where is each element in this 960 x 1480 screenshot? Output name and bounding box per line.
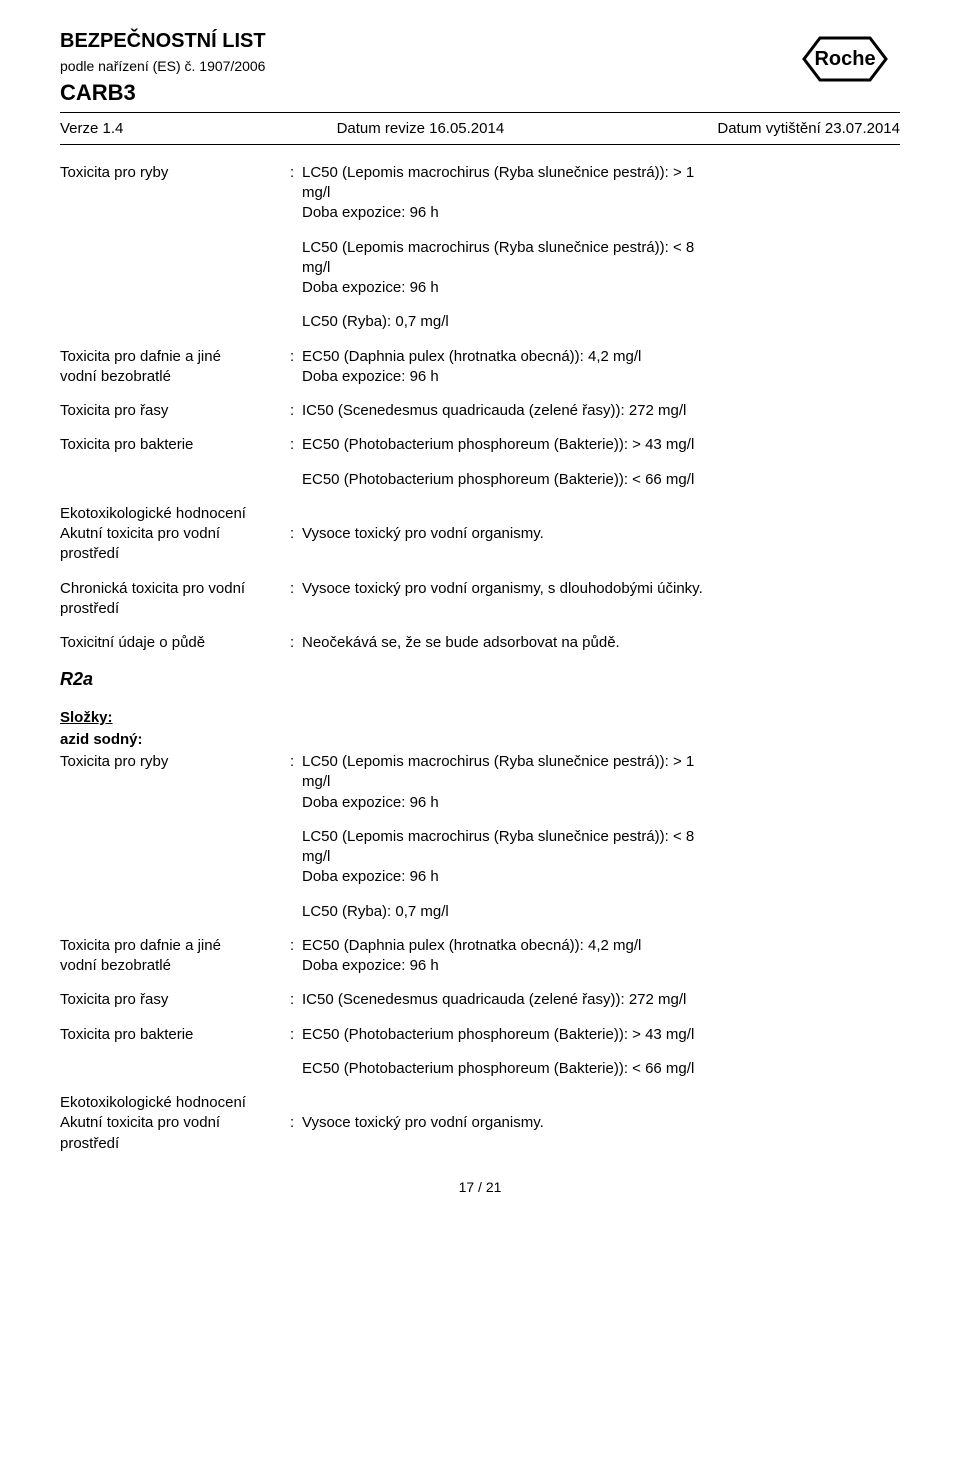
- document-header: BEZPEČNOSTNÍ LIST podle nařízení (ES) č.…: [60, 28, 900, 113]
- acute-toxicity-row: Ekotoxikologické hodnocení Akutní toxici…: [60, 504, 900, 565]
- soil-toxicity-value: Neočekává se, že se bude adsorbovat na p…: [302, 633, 900, 653]
- colon: :: [290, 752, 302, 813]
- bacteria-toxicity-value-2: EC50 (Photobacterium phosphoreum (Bakter…: [302, 470, 900, 490]
- algae-toxicity-value: IC50 (Scenedesmus quadricauda (zelené řa…: [302, 401, 900, 421]
- colon: :: [290, 1025, 302, 1045]
- fish-toxicity-label: Toxicita pro ryby: [60, 163, 290, 224]
- daphnia-toxicity-label-2: Toxicita pro dafnie a jiné vodní bezobra…: [60, 936, 290, 977]
- meta-revision: Datum revize 16.05.2014: [337, 119, 505, 139]
- component-name: azid sodný:: [60, 730, 900, 750]
- algae-toxicity-row-2: Toxicita pro řasy : IC50 (Scenedesmus qu…: [60, 990, 900, 1010]
- colon: :: [290, 524, 302, 544]
- algae-toxicity-value-2: IC50 (Scenedesmus quadricauda (zelené řa…: [302, 990, 900, 1010]
- meta-printed: Datum vytištění 23.07.2014: [717, 119, 900, 139]
- fish-toxicity-value-3b: LC50 (Ryba): 0,7 mg/l: [302, 902, 900, 922]
- chronic-toxicity-row: Chronická toxicita pro vodní prostředí :…: [60, 579, 900, 620]
- bacteria-toxicity-value-2b: EC50 (Photobacterium phosphoreum (Bakter…: [302, 1059, 900, 1079]
- meta-version: Verze 1.4: [60, 119, 123, 139]
- soil-toxicity-label: Toxicitní údaje o půdě: [60, 633, 290, 653]
- colon: :: [290, 633, 302, 653]
- daphnia-toxicity-value-2: EC50 (Daphnia pulex (hrotnatka obecná)):…: [302, 936, 900, 977]
- bacteria-toxicity-label: Toxicita pro bakterie: [60, 435, 290, 455]
- meta-row: Verze 1.4 Datum revize 16.05.2014 Datum …: [60, 119, 900, 145]
- title-block: BEZPEČNOSTNÍ LIST podle nařízení (ES) č.…: [60, 28, 900, 108]
- acute-toxicity-value: Vysoce toxický pro vodní organismy.: [302, 524, 900, 544]
- algae-toxicity-row: Toxicita pro řasy : IC50 (Scenedesmus qu…: [60, 401, 900, 421]
- roche-logo-icon: Roche: [790, 32, 900, 86]
- roche-logo: Roche: [790, 32, 900, 92]
- fish-toxicity-value-2b: LC50 (Lepomis macrochirus (Ryba slunečni…: [302, 827, 900, 888]
- daphnia-toxicity-value: EC50 (Daphnia pulex (hrotnatka obecná)):…: [302, 347, 900, 388]
- bacteria-toxicity-value-1: EC50 (Photobacterium phosphoreum (Bakter…: [302, 435, 900, 455]
- colon: :: [290, 401, 302, 421]
- soil-toxicity-row: Toxicitní údaje o půdě : Neočekává se, ž…: [60, 633, 900, 653]
- doc-title: BEZPEČNOSTNÍ LIST: [60, 28, 900, 55]
- colon: :: [290, 990, 302, 1010]
- algae-toxicity-label: Toxicita pro řasy: [60, 401, 290, 421]
- fish-toxicity-value-1b: LC50 (Lepomis macrochirus (Ryba slunečni…: [302, 752, 900, 813]
- colon: :: [290, 579, 302, 620]
- fish-toxicity-row-2: Toxicita pro ryby : LC50 (Lepomis macroc…: [60, 752, 900, 813]
- colon: :: [290, 163, 302, 224]
- fish-toxicity-value-3: LC50 (Ryba): 0,7 mg/l: [302, 312, 900, 332]
- colon: :: [290, 347, 302, 388]
- ecotox-heading: Ekotoxikologické hodnocení: [60, 504, 280, 524]
- doc-subtitle: podle nařízení (ES) č. 1907/2006: [60, 57, 900, 76]
- daphnia-toxicity-row-2: Toxicita pro dafnie a jiné vodní bezobra…: [60, 936, 900, 977]
- acute-toxicity-label-2: Ekotoxikologické hodnocení Akutní toxici…: [60, 1093, 290, 1154]
- doc-code: CARB3: [60, 78, 900, 108]
- content: Toxicita pro ryby : LC50 (Lepomis macroc…: [60, 163, 900, 1154]
- acute-toxicity-row-2: Ekotoxikologické hodnocení Akutní toxici…: [60, 1093, 900, 1154]
- bacteria-toxicity-value-1b: EC50 (Photobacterium phosphoreum (Bakter…: [302, 1025, 900, 1045]
- chronic-toxicity-label: Chronická toxicita pro vodní prostředí: [60, 579, 290, 620]
- acute-toxicity-value-2: Vysoce toxický pro vodní organismy.: [302, 1113, 900, 1133]
- daphnia-toxicity-label: Toxicita pro dafnie a jiné vodní bezobra…: [60, 347, 290, 388]
- fish-toxicity-value-1: LC50 (Lepomis macrochirus (Ryba slunečni…: [302, 163, 900, 224]
- acute-toxicity-label: Ekotoxikologické hodnocení Akutní toxici…: [60, 504, 290, 565]
- bacteria-toxicity-row: Toxicita pro bakterie : EC50 (Photobacte…: [60, 435, 900, 455]
- chronic-toxicity-value: Vysoce toxický pro vodní organismy, s dl…: [302, 579, 900, 620]
- page-footer: 17 / 21: [60, 1178, 900, 1197]
- fish-toxicity-row: Toxicita pro ryby : LC50 (Lepomis macroc…: [60, 163, 900, 224]
- section-r2a: R2a: [60, 667, 900, 691]
- bacteria-toxicity-label-2: Toxicita pro bakterie: [60, 1025, 290, 1045]
- colon: :: [290, 435, 302, 455]
- colon: :: [290, 1113, 302, 1133]
- logo-text: Roche: [814, 48, 875, 70]
- fish-toxicity-label-2: Toxicita pro ryby: [60, 752, 290, 813]
- colon: :: [290, 936, 302, 977]
- daphnia-toxicity-row: Toxicita pro dafnie a jiné vodní bezobra…: [60, 347, 900, 388]
- components-heading: Složky:: [60, 708, 900, 728]
- bacteria-toxicity-row-2: Toxicita pro bakterie : EC50 (Photobacte…: [60, 1025, 900, 1045]
- fish-toxicity-value-2: LC50 (Lepomis macrochirus (Ryba slunečni…: [302, 238, 900, 299]
- ecotox-heading-2: Ekotoxikologické hodnocení: [60, 1093, 280, 1113]
- algae-toxicity-label-2: Toxicita pro řasy: [60, 990, 290, 1010]
